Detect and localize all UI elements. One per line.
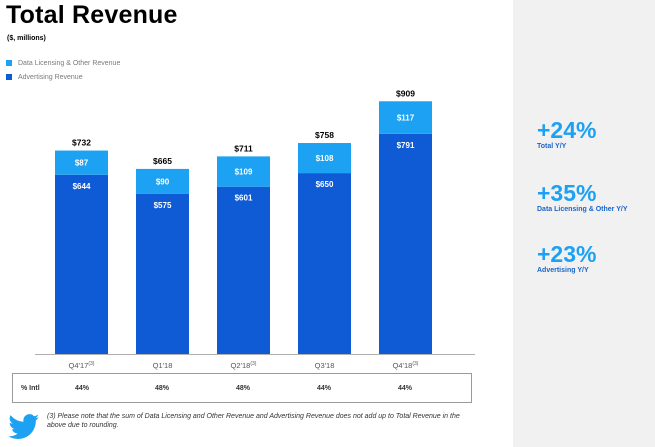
x-tick-label-q3-18: Q3'18	[315, 361, 335, 370]
x-tick-superscript-q2-18: (3)	[250, 361, 256, 367]
legend-swatch-data-licensing	[6, 60, 12, 66]
bar-data-licensing-q3-18	[298, 143, 351, 174]
intl-value-q2-18: 48%	[235, 385, 250, 392]
data-label-data-licensing-q1-18: $90	[156, 177, 170, 186]
intl-percentage-row: % Intl 44% 48% 48% 44% 44%	[12, 373, 472, 403]
stat-total: +24% Total Y/Y	[537, 118, 596, 150]
intl-value-q1-18: 48%	[154, 385, 169, 392]
data-label-total-q4-17: $732	[72, 138, 91, 148]
legend-item-advertising: Advertising Revenue	[6, 70, 120, 84]
revenue-bar-chart: $87 $644 $732 Q4'17(3) $90 $575 $665 Q1'18 $109 $…	[35, 88, 475, 370]
data-label-total-q3-18: $758	[315, 130, 334, 140]
bar-advertising-q4-17	[55, 174, 108, 354]
footnote: (3) Please note that the sum of Data Lic…	[47, 413, 460, 429]
twitter-bird-icon	[8, 414, 40, 439]
x-tick-label-q2-18: Q2'18(3)	[231, 361, 257, 370]
data-label-data-licensing-q2-18: $109	[235, 168, 253, 177]
stats-panel	[513, 0, 655, 447]
stat-data-licensing: +35% Data Licensing & Other Y/Y	[537, 181, 628, 213]
data-label-advertising-q4-18: $791	[397, 141, 415, 150]
data-label-total-q1-18: $665	[153, 156, 172, 166]
bar-data-licensing-q2-18	[217, 156, 270, 187]
data-label-advertising-q4-17: $644	[73, 182, 91, 191]
bar-advertising-q2-18	[217, 186, 270, 354]
stat-data-licensing-label: Data Licensing & Other Y/Y	[537, 206, 628, 213]
data-label-data-licensing-q4-17: $87	[75, 159, 89, 168]
legend-label-advertising: Advertising Revenue	[18, 73, 83, 81]
stat-advertising-label: Advertising Y/Y	[537, 267, 589, 274]
stat-advertising-value: +23%	[537, 241, 597, 267]
chart-legend: Data Licensing & Other Revenue Advertisi…	[6, 56, 120, 84]
data-label-data-licensing-q4-18: $117	[397, 114, 415, 123]
stat-total-label: Total Y/Y	[537, 143, 567, 150]
intl-value-q4-17: 44%	[74, 385, 89, 392]
bar-data-licensing-q4-17	[55, 150, 108, 175]
data-label-advertising-q1-18: $575	[154, 201, 172, 210]
intl-row-label: % Intl	[21, 385, 40, 392]
bar-advertising-q3-18	[298, 173, 351, 354]
units-subtitle: ($, millions)	[7, 35, 46, 42]
bar-data-licensing-q4-18	[379, 101, 432, 134]
bar-advertising-q4-18	[379, 133, 432, 354]
data-label-total-q2-18: $711	[234, 143, 253, 153]
data-label-advertising-q3-18: $650	[316, 180, 334, 189]
stat-advertising: +23% Advertising Y/Y	[537, 242, 596, 274]
x-tick-superscript-q4-17: (3)	[88, 361, 94, 367]
data-label-data-licensing-q3-18: $108	[316, 154, 334, 163]
bar-data-licensing-q1-18	[136, 168, 189, 194]
bar-advertising-q1-18	[136, 193, 189, 354]
legend-label-data-licensing: Data Licensing & Other Revenue	[18, 59, 121, 67]
x-tick-superscript-q4-18: (3)	[412, 361, 418, 367]
stat-data-licensing-value: +35%	[537, 180, 597, 206]
x-tick-label-q4-18: Q4'18(3)	[393, 361, 419, 370]
x-tick-label-q4-17: Q4'17(3)	[69, 361, 95, 370]
x-tick-label-q1-18: Q1'18	[153, 361, 173, 370]
legend-swatch-advertising	[6, 74, 12, 80]
data-label-advertising-q2-18: $601	[235, 194, 253, 203]
stat-total-value: +24%	[537, 117, 597, 143]
intl-value-q4-18: 44%	[397, 385, 412, 392]
intl-value-q3-18: 44%	[316, 385, 331, 392]
page-title: Total Revenue	[6, 1, 178, 29]
legend-item-data-licensing: Data Licensing & Other Revenue	[6, 56, 120, 70]
data-label-total-q4-18: $909	[396, 88, 415, 98]
